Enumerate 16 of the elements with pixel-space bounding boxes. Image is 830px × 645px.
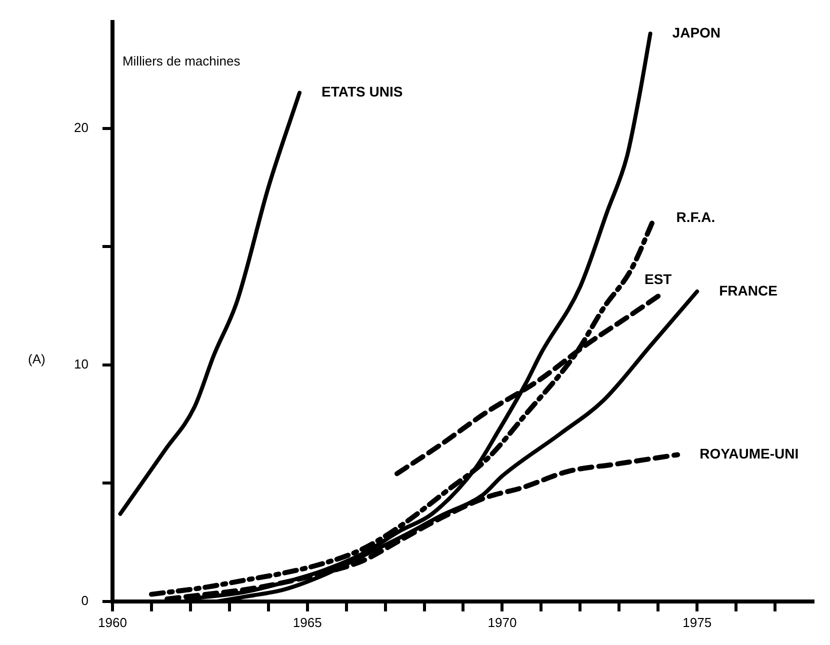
series-label: ROYAUME-UNI [700,446,799,462]
x-tick-label: 1970 [488,614,517,630]
series-label: ETATS UNIS [322,84,403,100]
y-tick-label: 20 [74,120,88,135]
x-tick-label: 1975 [682,614,712,630]
text: (A) [28,351,46,366]
x-tick-label: 1965 [292,614,322,630]
x-tick-label: 1960 [98,614,127,630]
series-label: FRANCE [719,282,778,298]
series-label: JAPON [672,24,721,40]
y-tick-label: 10 [74,356,88,372]
y-tick-label: 0 [81,592,88,608]
line-series [118,90,302,516]
series-label: EST [644,271,672,288]
series-label: R.F.A. [676,209,716,226]
y-axis-title: Milliers de machines [122,53,241,68]
